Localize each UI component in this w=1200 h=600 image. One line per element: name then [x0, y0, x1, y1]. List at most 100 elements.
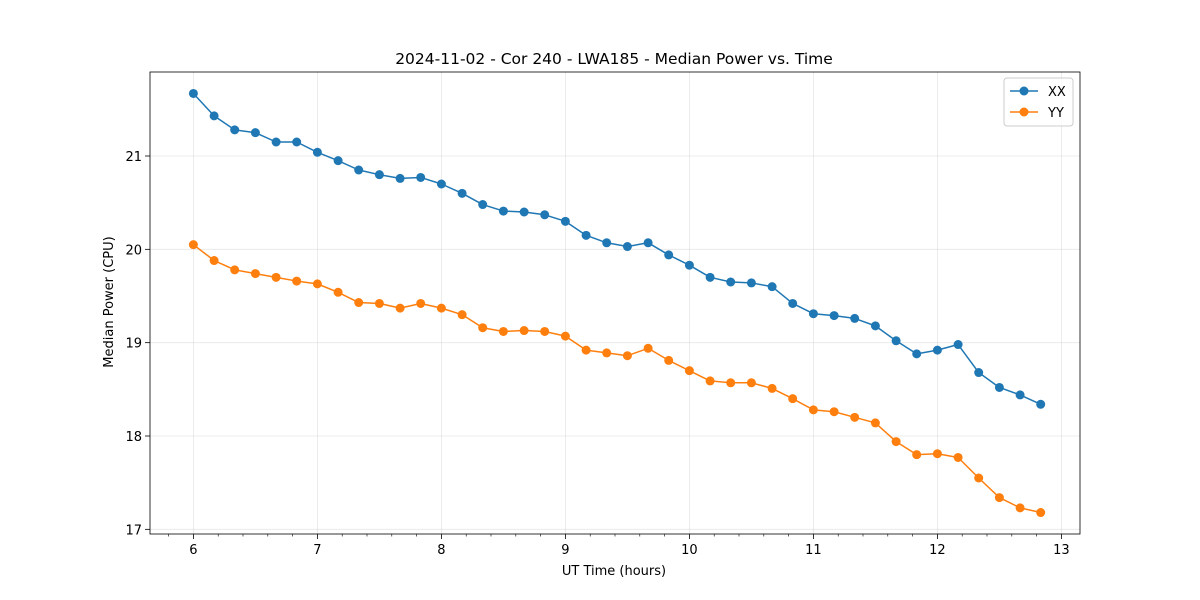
data-point-yy	[230, 265, 240, 275]
data-point-xx	[1036, 399, 1046, 409]
data-point-yy	[850, 412, 860, 422]
data-point-yy	[870, 418, 880, 428]
data-point-xx	[974, 368, 984, 378]
data-point-yy	[333, 287, 343, 297]
data-point-yy	[478, 323, 488, 333]
data-point-yy	[622, 351, 632, 361]
data-point-yy	[953, 452, 963, 462]
data-point-yy	[436, 303, 446, 313]
data-point-yy	[932, 449, 942, 459]
data-point-xx	[395, 173, 405, 183]
data-point-yy	[188, 240, 198, 250]
data-point-xx	[581, 230, 591, 240]
series-yy	[188, 240, 1046, 518]
x-tick-label: 12	[929, 543, 946, 558]
data-point-xx	[250, 128, 260, 138]
legend-label-xx: XX	[1048, 85, 1066, 100]
data-point-xx	[870, 321, 880, 331]
data-point-yy	[808, 405, 818, 415]
data-point-xx	[808, 309, 818, 319]
chart-title: 2024-11-02 - Cor 240 - LWA185 - Median P…	[395, 50, 833, 68]
data-point-yy	[974, 473, 984, 483]
y-tick-label: 18	[125, 430, 142, 445]
data-point-yy	[457, 310, 467, 320]
data-point-xx	[788, 298, 798, 308]
data-point-xx	[643, 238, 653, 248]
data-point-yy	[354, 298, 364, 308]
data-point-xx	[478, 200, 488, 210]
data-point-yy	[395, 303, 405, 313]
data-point-yy	[312, 279, 322, 289]
data-point-xx	[767, 282, 777, 292]
data-point-yy	[560, 331, 570, 341]
data-point-yy	[416, 298, 426, 308]
data-point-xx	[188, 88, 198, 98]
x-tick-label: 7	[313, 543, 321, 558]
gridlines	[150, 72, 1080, 534]
data-point-yy	[788, 394, 798, 404]
data-point-xx	[374, 170, 384, 180]
data-point-xx	[292, 137, 302, 147]
data-point-xx	[436, 179, 446, 189]
data-point-yy	[726, 378, 736, 388]
data-point-yy	[498, 326, 508, 336]
legend-entry-xx: XX	[1010, 85, 1066, 100]
data-point-xx	[457, 188, 467, 198]
data-point-xx	[684, 260, 694, 270]
series-layer	[188, 88, 1046, 518]
data-point-xx	[560, 216, 570, 226]
axes: 6 7 8 9 10 11 12 13 17 18 19 20 21	[125, 150, 1069, 558]
legend-marker-yy	[1019, 107, 1029, 117]
y-tick-label: 21	[125, 150, 142, 165]
data-point-yy	[664, 355, 674, 365]
data-point-yy	[581, 345, 591, 355]
legend-entry-yy: YY	[1010, 106, 1064, 121]
data-point-yy	[374, 298, 384, 308]
data-point-xx	[333, 156, 343, 166]
data-point-xx	[994, 382, 1004, 392]
data-point-yy	[746, 378, 756, 388]
data-point-xx	[271, 137, 281, 147]
series-xx	[188, 88, 1046, 409]
x-tick-label: 8	[437, 543, 445, 558]
data-point-xx	[664, 250, 674, 260]
data-point-yy	[292, 276, 302, 286]
y-tick-label: 19	[125, 337, 142, 352]
data-point-xx	[498, 206, 508, 216]
x-tick-label: 11	[805, 543, 822, 558]
data-point-yy	[540, 326, 550, 336]
data-point-xx	[850, 313, 860, 323]
x-tick-label: 6	[189, 543, 197, 558]
data-point-yy	[519, 326, 529, 336]
data-point-yy	[209, 256, 219, 266]
data-point-yy	[271, 272, 281, 282]
x-tick-label: 13	[1053, 543, 1070, 558]
data-point-yy	[602, 348, 612, 358]
data-point-xx	[416, 172, 426, 182]
data-point-yy	[1036, 508, 1046, 518]
data-point-xx	[829, 311, 839, 321]
data-point-xx	[540, 210, 550, 220]
data-point-yy	[767, 383, 777, 393]
x-tick-label: 9	[561, 543, 569, 558]
y-axis-label: Median Power (CPU)	[102, 236, 117, 367]
data-point-xx	[746, 278, 756, 288]
legend: XX YY	[1003, 77, 1074, 127]
data-point-xx	[209, 111, 219, 121]
y-tick-label: 17	[125, 523, 142, 538]
x-axis-label: UT Time (hours)	[562, 564, 666, 579]
data-point-xx	[891, 336, 901, 346]
data-point-xx	[312, 147, 322, 157]
data-point-xx	[519, 207, 529, 217]
data-point-yy	[1015, 503, 1025, 513]
data-point-yy	[891, 437, 901, 447]
legend-label-yy: YY	[1047, 106, 1064, 121]
data-point-yy	[912, 450, 922, 460]
y-tick-label: 20	[125, 243, 142, 258]
data-point-xx	[622, 242, 632, 252]
data-point-yy	[829, 407, 839, 417]
data-point-yy	[643, 343, 653, 353]
data-point-xx	[932, 345, 942, 355]
